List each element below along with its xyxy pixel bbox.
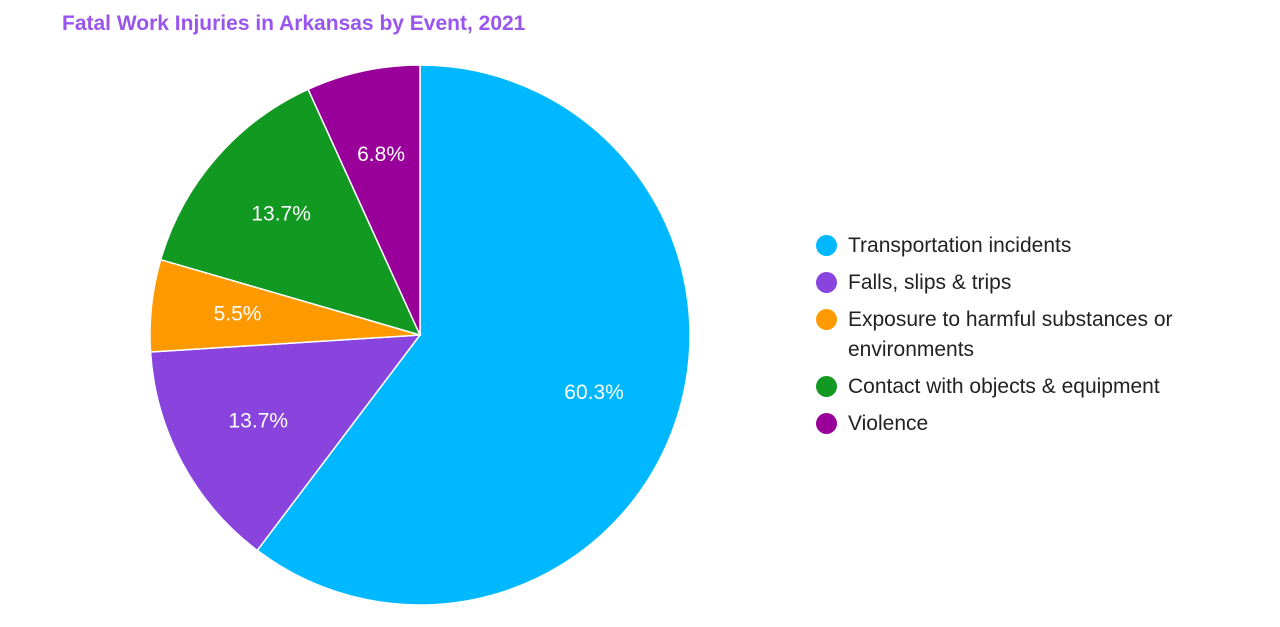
legend-label: Exposure to harmful substances or enviro…	[848, 308, 1173, 361]
legend-label: Violence	[848, 412, 929, 435]
pie-slice-violence	[307, 64, 421, 336]
slice-label-violence: 6.8%	[357, 143, 405, 166]
legend-swatch-icon	[816, 235, 837, 256]
slice-label-contact-with-objects-equipment: 13.7%	[251, 202, 311, 225]
slice-label-exposure-to-harmful-substances-or-environments: 5.5%	[214, 302, 262, 325]
legend-item-transportation-incidents: Transportation incidents	[816, 231, 1256, 261]
slice-label-falls-slips-trips: 13.7%	[229, 409, 289, 432]
chart-title: Fatal Work Injuries in Arkansas by Event…	[62, 12, 526, 35]
pie-slice-falls-slips-trips	[149, 334, 422, 552]
pie-slice-transportation-incidents	[256, 64, 691, 606]
legend-swatch-icon	[816, 376, 837, 397]
chart-legend: Transportation incidents Falls, slips & t…	[816, 231, 1256, 446]
legend-label: Transportation incidents	[848, 234, 1072, 257]
legend-label: Falls, slips & trips	[848, 271, 1012, 294]
legend-swatch-icon	[816, 309, 837, 330]
slice-label-transportation-incidents: 60.3%	[564, 381, 624, 404]
legend-label: Contact with objects & equipment	[848, 375, 1160, 398]
legend-item-violence: Violence	[816, 409, 1256, 439]
legend-swatch-icon	[816, 272, 837, 293]
pie-slice-contact-with-objects-equipment	[159, 88, 422, 337]
legend-item-contact-with-objects-equipment: Contact with objects & equipment	[816, 372, 1256, 402]
legend-swatch-icon	[816, 413, 837, 434]
legend-item-falls-slips-trips: Falls, slips & trips	[816, 268, 1256, 298]
legend-item-exposure-to-harmful-substances-or-environments: Exposure to harmful substances or enviro…	[816, 305, 1256, 365]
